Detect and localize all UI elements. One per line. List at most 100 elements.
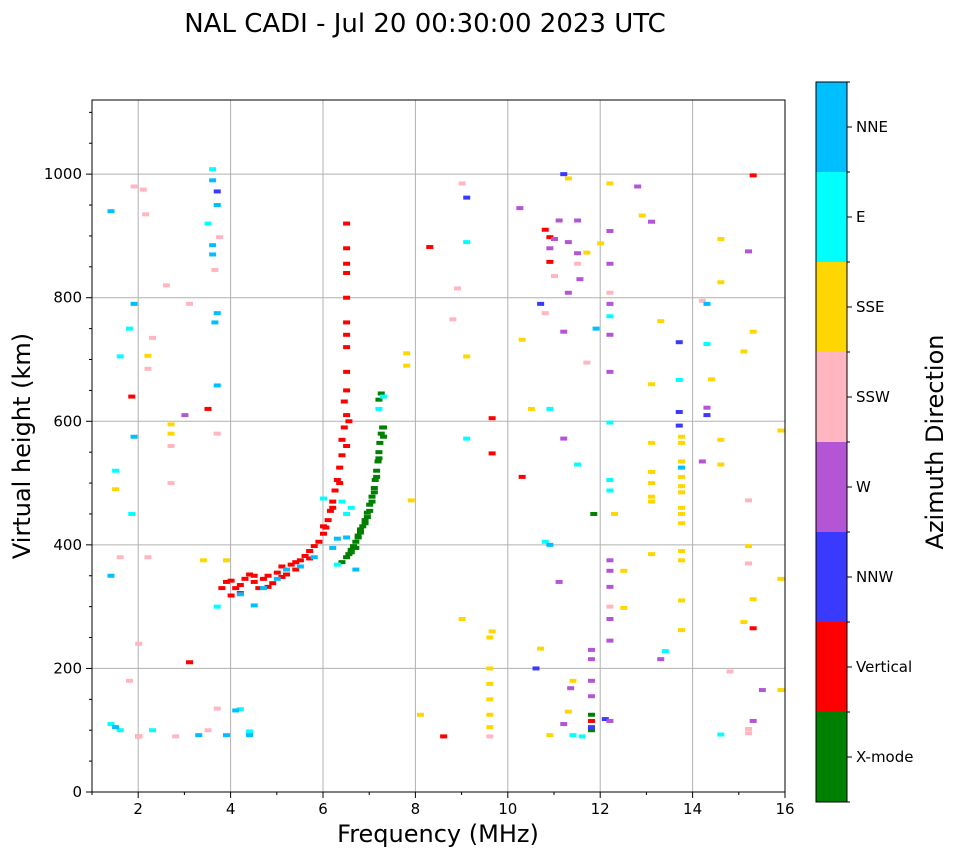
- data-point-w: [745, 249, 753, 254]
- data-point-sse: [740, 349, 748, 354]
- data-point-sse: [620, 605, 628, 610]
- data-point-vertical: [273, 570, 281, 575]
- data-point-vertical: [227, 578, 235, 583]
- data-point-vertical: [345, 419, 353, 424]
- data-point-e: [236, 707, 244, 712]
- data-point-e: [128, 511, 136, 516]
- data-point-sse: [749, 329, 757, 334]
- data-point-sse: [777, 428, 785, 433]
- data-point-sse: [486, 725, 494, 730]
- data-point-nne: [333, 536, 341, 541]
- colorbar-tick-label: Vertical: [856, 658, 912, 676]
- colorbar-tick-label: E: [856, 208, 865, 226]
- data-point-sse: [144, 353, 152, 358]
- data-point-w: [606, 558, 614, 563]
- data-point-w: [749, 718, 757, 723]
- data-point-nne: [343, 535, 351, 540]
- data-point-vertical: [218, 586, 226, 591]
- data-point-nne: [310, 555, 318, 560]
- data-point-x-mode: [338, 560, 346, 565]
- colorbar-segment: [816, 622, 847, 712]
- data-point-w: [606, 301, 614, 306]
- colorbar-label: Azimuth Direction: [921, 335, 949, 550]
- data-point-vertical: [343, 261, 351, 266]
- data-point-w: [634, 184, 642, 189]
- data-point-vertical: [488, 416, 496, 421]
- data-point-x-mode: [380, 425, 388, 430]
- data-point-sse: [678, 511, 686, 516]
- data-point-ssw: [216, 235, 224, 240]
- data-point-nne: [678, 465, 686, 470]
- data-point-vertical: [541, 227, 549, 232]
- data-point-vertical: [338, 437, 346, 442]
- data-point-x-mode: [356, 530, 364, 535]
- data-point-nnw: [463, 195, 471, 200]
- data-point-sse: [678, 440, 686, 445]
- data-point-w: [587, 647, 595, 652]
- data-point-e: [661, 649, 669, 654]
- data-point-nne: [283, 567, 291, 572]
- data-point-sse: [777, 576, 785, 581]
- data-point-sse: [678, 490, 686, 495]
- data-point-ssw: [144, 555, 152, 560]
- data-points: [107, 167, 785, 739]
- x-tick-label: 8: [411, 800, 421, 818]
- data-point-nnw: [537, 301, 545, 306]
- data-point-vertical: [241, 576, 249, 581]
- data-point-sse: [583, 250, 591, 255]
- data-point-sse: [648, 440, 656, 445]
- data-point-ssw: [142, 212, 150, 217]
- data-point-nne: [130, 434, 138, 439]
- data-point-sse: [486, 697, 494, 702]
- data-point-x-mode: [347, 550, 355, 555]
- data-point-sse: [708, 377, 716, 382]
- data-point-nne: [259, 586, 267, 591]
- data-point-vertical: [343, 320, 351, 325]
- data-point-sse: [678, 505, 686, 510]
- data-point-sse: [486, 635, 494, 640]
- data-point-sse: [620, 568, 628, 573]
- data-point-w: [564, 290, 572, 295]
- data-point-ssw: [139, 187, 147, 192]
- y-tick-label: 0: [72, 783, 82, 801]
- data-point-x-mode: [371, 477, 379, 482]
- data-point-x-mode: [587, 712, 595, 717]
- data-point-vertical: [232, 586, 240, 591]
- data-point-vertical: [343, 345, 351, 350]
- data-point-vertical: [128, 394, 136, 399]
- x-tick-label: 10: [498, 800, 517, 818]
- data-point-ssw: [149, 335, 157, 340]
- data-point-nne: [352, 567, 360, 572]
- data-point-e: [717, 732, 725, 737]
- data-point-sse: [564, 176, 572, 181]
- data-point-vertical: [264, 584, 272, 589]
- data-point-sse: [717, 462, 725, 467]
- data-point-nnw: [675, 410, 683, 415]
- y-tick-label: 800: [53, 289, 82, 307]
- data-point-sse: [678, 434, 686, 439]
- data-point-e: [213, 604, 221, 609]
- data-point-x-mode: [354, 533, 362, 538]
- data-point-vertical: [546, 259, 554, 264]
- data-point-vertical: [320, 531, 327, 536]
- data-point-vertical: [333, 477, 341, 482]
- y-tick-label: 400: [53, 536, 82, 554]
- colorbar-tick-label: NNW: [856, 568, 893, 586]
- data-point-nnw: [587, 725, 595, 730]
- data-point-vertical: [426, 245, 434, 250]
- data-point-x-mode: [356, 527, 364, 532]
- data-point-w: [564, 240, 572, 245]
- data-point-nne: [213, 203, 221, 208]
- data-point-w: [587, 657, 595, 662]
- data-point-sse: [597, 241, 605, 246]
- data-point-ssw: [213, 706, 221, 711]
- data-point-sse: [417, 712, 425, 717]
- data-point-e: [116, 354, 124, 359]
- grid: [92, 100, 786, 793]
- data-point-e: [246, 729, 254, 734]
- x-tick-label: 16: [775, 800, 794, 818]
- data-point-sse: [638, 213, 646, 218]
- colorbar-tick-label: SSW: [856, 388, 890, 406]
- data-point-vertical: [440, 734, 448, 739]
- data-point-ssw: [745, 726, 753, 731]
